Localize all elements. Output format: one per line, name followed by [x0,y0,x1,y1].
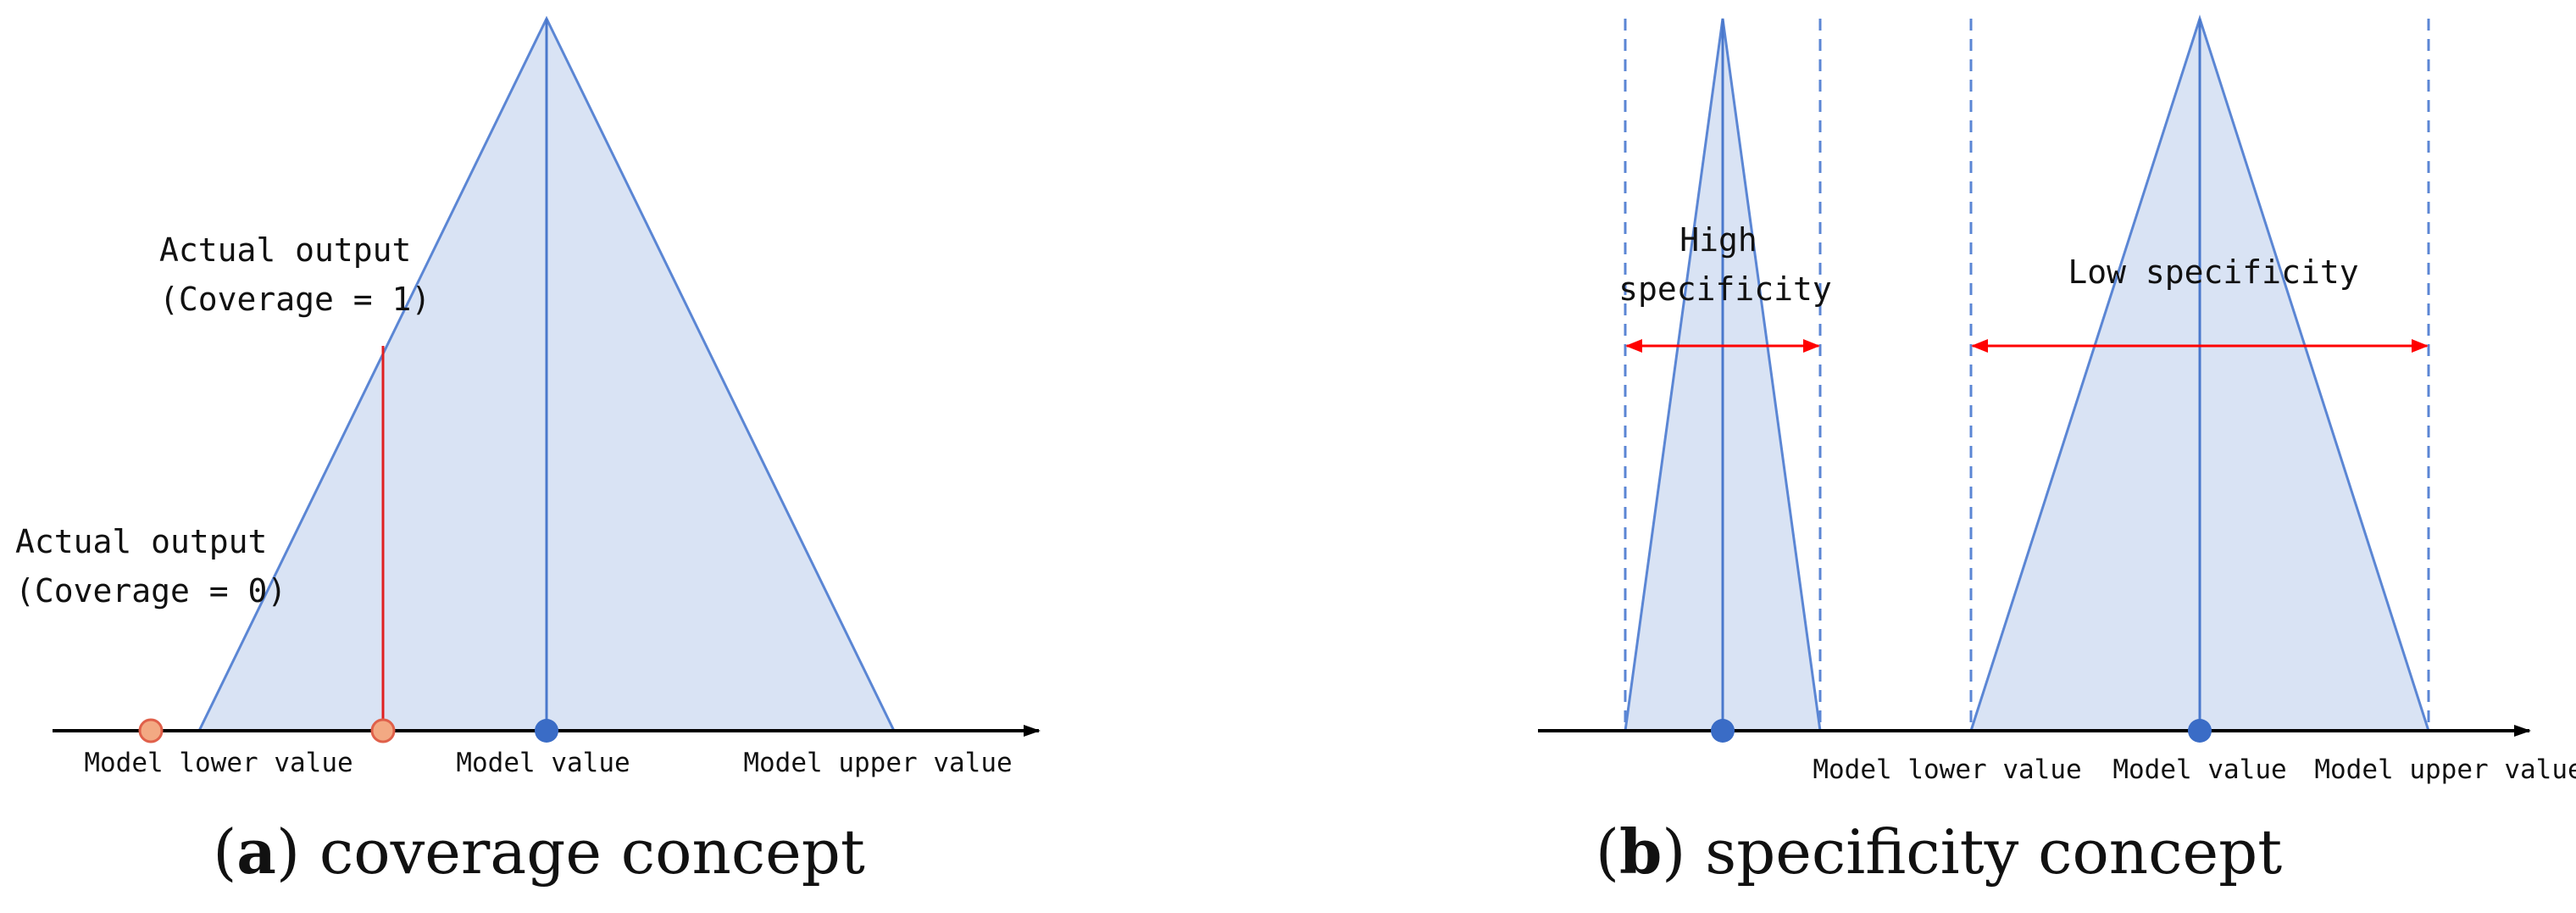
panel-a: Actual output (Coverage = 1) Actual outp… [15,15,1041,888]
label-low: Low specificity [2068,253,2358,291]
axis-label-upper-b: Model upper value [2314,754,2576,785]
label-actual-output-in-line1: Actual output [159,231,411,269]
caption-b-letter: b [1619,816,1662,888]
actual-output-in-dot [370,718,396,743]
caption-b: (b) specificity concept [1596,816,2282,888]
caption-a: (a) coverage concept [213,816,865,888]
label-high-line2: specificity [1618,270,1832,308]
caption-b-text: specificity concept [1705,816,2282,888]
wide-model-dot [2188,719,2212,743]
axis-label-lower: Model lower value [84,748,353,778]
label-actual-output-in-line2: (Coverage = 1) [159,281,430,318]
narrow-model-dot [1711,719,1735,743]
axis-label-model: Model value [456,748,630,778]
label-high-line1: High [1679,221,1757,259]
model-value-dot [535,719,558,743]
axis-label-upper: Model upper value [743,748,1012,778]
actual-output-out-dot [138,718,164,743]
caption-a-text: coverage concept [319,816,865,888]
axis-label-model-b: Model value [2112,754,2286,785]
label-actual-output-out-line1: Actual output [15,523,267,560]
caption-a-letter: a [236,816,276,888]
panel-b: High specificity Low specificity Model l… [1538,14,2576,888]
label-actual-output-out-line2: (Coverage = 0) [15,572,286,610]
axis-label-lower-b: Model lower value [1813,754,2081,785]
